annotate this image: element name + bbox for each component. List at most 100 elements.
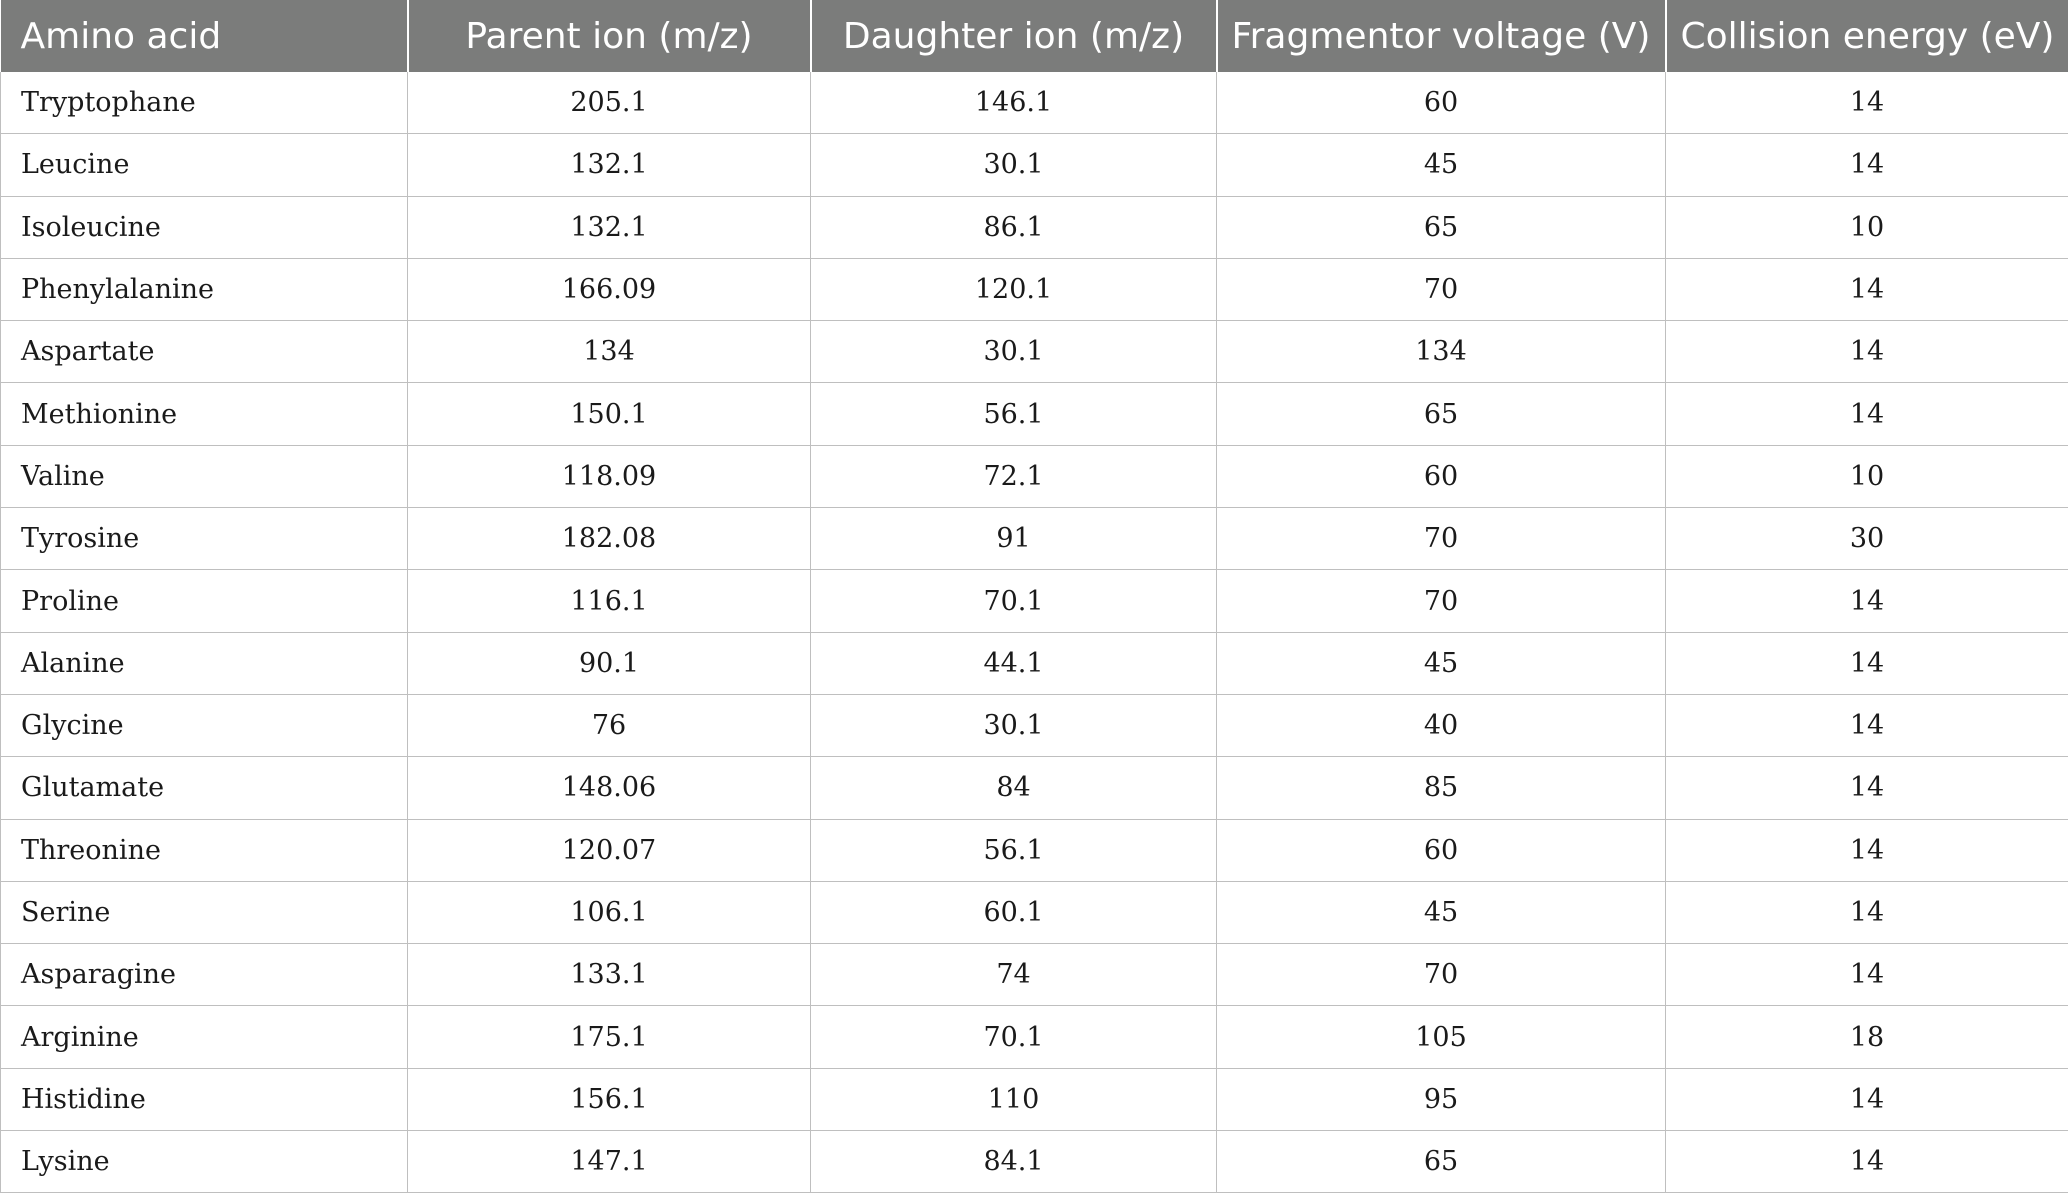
cell-collision-energy: 14 <box>1665 257 2068 322</box>
header-collision-energy: Collision energy (eV) <box>1664 0 2068 72</box>
cell-parent-ion: 150.1 <box>407 382 811 446</box>
table-row: Isoleucine 132.1 86.1 65 10 <box>0 195 2068 259</box>
cell-amino-acid: Alanine <box>0 631 408 695</box>
table-row: Leucine 132.1 30.1 45 14 <box>0 133 2068 197</box>
cell-parent-ion: 175.1 <box>407 1005 811 1069</box>
cell-fragmentor-voltage: 60 <box>1216 72 1666 135</box>
cell-fragmentor-voltage: 60 <box>1216 818 1666 882</box>
cell-amino-acid: Glycine <box>0 693 408 758</box>
table-row: Phenylalanine 166.09 120.1 70 14 <box>0 257 2068 322</box>
cell-amino-acid: Asparagine <box>0 943 408 1007</box>
cell-amino-acid: Threonine <box>0 818 408 882</box>
cell-amino-acid: Proline <box>0 569 408 633</box>
cell-daughter-ion: 84.1 <box>810 1130 1217 1194</box>
cell-amino-acid: Histidine <box>0 1067 408 1132</box>
table-row: Tryptophane 205.1 146.1 60 14 <box>0 72 2068 135</box>
cell-parent-ion: 182.08 <box>407 507 811 571</box>
cell-fragmentor-voltage: 70 <box>1216 507 1666 571</box>
table-row: Alanine 90.1 44.1 45 14 <box>0 631 2068 695</box>
cell-amino-acid: Glutamate <box>0 756 408 820</box>
cell-parent-ion: 120.07 <box>407 818 811 882</box>
cell-fragmentor-voltage: 45 <box>1216 880 1666 945</box>
cell-parent-ion: 90.1 <box>407 631 811 695</box>
cell-amino-acid: Methionine <box>0 382 408 446</box>
cell-fragmentor-voltage: 60 <box>1216 444 1666 509</box>
table-row: Proline 116.1 70.1 70 14 <box>0 569 2068 633</box>
cell-fragmentor-voltage: 40 <box>1216 693 1666 758</box>
cell-amino-acid: Leucine <box>0 133 408 197</box>
header-daughter-ion: Daughter ion (m/z) <box>809 0 1217 72</box>
cell-daughter-ion: 30.1 <box>810 320 1217 384</box>
cell-amino-acid: Aspartate <box>0 320 408 384</box>
cell-daughter-ion: 30.1 <box>810 133 1217 197</box>
cell-collision-energy: 18 <box>1665 1005 2068 1069</box>
cell-collision-energy: 10 <box>1665 195 2068 259</box>
table-row: Methionine 150.1 56.1 65 14 <box>0 382 2068 446</box>
cell-daughter-ion: 56.1 <box>810 818 1217 882</box>
cell-amino-acid: Phenylalanine <box>0 257 408 322</box>
cell-daughter-ion: 146.1 <box>810 72 1217 135</box>
cell-collision-energy: 30 <box>1665 507 2068 571</box>
cell-parent-ion: 116.1 <box>407 569 811 633</box>
table-row: Lysine 147.1 84.1 65 14 <box>0 1130 2068 1194</box>
cell-collision-energy: 14 <box>1665 320 2068 384</box>
header-fragmentor-voltage: Fragmentor voltage (V) <box>1215 0 1666 72</box>
cell-collision-energy: 14 <box>1665 818 2068 882</box>
cell-collision-energy: 14 <box>1665 1130 2068 1194</box>
cell-fragmentor-voltage: 70 <box>1216 257 1666 322</box>
table-row: Aspartate 134 30.1 134 14 <box>0 320 2068 384</box>
cell-amino-acid: Lysine <box>0 1130 408 1194</box>
cell-daughter-ion: 120.1 <box>810 257 1217 322</box>
cell-daughter-ion: 44.1 <box>810 631 1217 695</box>
cell-daughter-ion: 70.1 <box>810 1005 1217 1069</box>
cell-fragmentor-voltage: 45 <box>1216 631 1666 695</box>
header-row: Amino acid Parent ion (m/z) Daughter ion… <box>0 0 2068 72</box>
cell-daughter-ion: 60.1 <box>810 880 1217 945</box>
cell-parent-ion: 132.1 <box>407 195 811 259</box>
cell-collision-energy: 14 <box>1665 880 2068 945</box>
cell-daughter-ion: 72.1 <box>810 444 1217 509</box>
cell-amino-acid: Isoleucine <box>0 195 408 259</box>
cell-collision-energy: 14 <box>1665 72 2068 135</box>
table-body: Tryptophane 205.1 146.1 60 14 Leucine 132.1 30.… <box>0 72 2068 1194</box>
cell-parent-ion: 76 <box>407 693 811 758</box>
cell-parent-ion: 106.1 <box>407 880 811 945</box>
cell-amino-acid: Arginine <box>0 1005 408 1069</box>
table-row: Threonine 120.07 56.1 60 14 <box>0 818 2068 882</box>
cell-daughter-ion: 56.1 <box>810 382 1217 446</box>
table-row: Valine 118.09 72.1 60 10 <box>0 444 2068 509</box>
cell-fragmentor-voltage: 45 <box>1216 133 1666 197</box>
cell-collision-energy: 14 <box>1665 943 2068 1007</box>
cell-amino-acid: Tryptophane <box>0 72 408 135</box>
cell-collision-energy: 14 <box>1665 756 2068 820</box>
cell-fragmentor-voltage: 65 <box>1216 382 1666 446</box>
cell-daughter-ion: 74 <box>810 943 1217 1007</box>
cell-parent-ion: 166.09 <box>407 257 811 322</box>
cell-parent-ion: 147.1 <box>407 1130 811 1194</box>
table-row: Glutamate 148.06 84 85 14 <box>0 756 2068 820</box>
cell-parent-ion: 118.09 <box>407 444 811 509</box>
cell-fragmentor-voltage: 85 <box>1216 756 1666 820</box>
cell-amino-acid: Valine <box>0 444 408 509</box>
cell-fragmentor-voltage: 105 <box>1216 1005 1666 1069</box>
cell-daughter-ion: 30.1 <box>810 693 1217 758</box>
cell-parent-ion: 134 <box>407 320 811 384</box>
cell-parent-ion: 132.1 <box>407 133 811 197</box>
cell-fragmentor-voltage: 70 <box>1216 569 1666 633</box>
cell-fragmentor-voltage: 65 <box>1216 195 1666 259</box>
cell-collision-energy: 14 <box>1665 133 2068 197</box>
cell-amino-acid: Serine <box>0 880 408 945</box>
table-header: Amino acid Parent ion (m/z) Daughter ion… <box>0 0 2068 72</box>
table-row: Histidine 156.1 110 95 14 <box>0 1067 2068 1132</box>
cell-fragmentor-voltage: 134 <box>1216 320 1666 384</box>
cell-daughter-ion: 70.1 <box>810 569 1217 633</box>
cell-daughter-ion: 84 <box>810 756 1217 820</box>
cell-parent-ion: 205.1 <box>407 72 811 135</box>
cell-collision-energy: 14 <box>1665 569 2068 633</box>
table-row: Tyrosine 182.08 91 70 30 <box>0 507 2068 571</box>
cell-daughter-ion: 91 <box>810 507 1217 571</box>
cell-parent-ion: 156.1 <box>407 1067 811 1132</box>
cell-collision-energy: 14 <box>1665 631 2068 695</box>
header-parent-ion: Parent ion (m/z) <box>406 0 811 72</box>
cell-collision-energy: 14 <box>1665 1067 2068 1132</box>
